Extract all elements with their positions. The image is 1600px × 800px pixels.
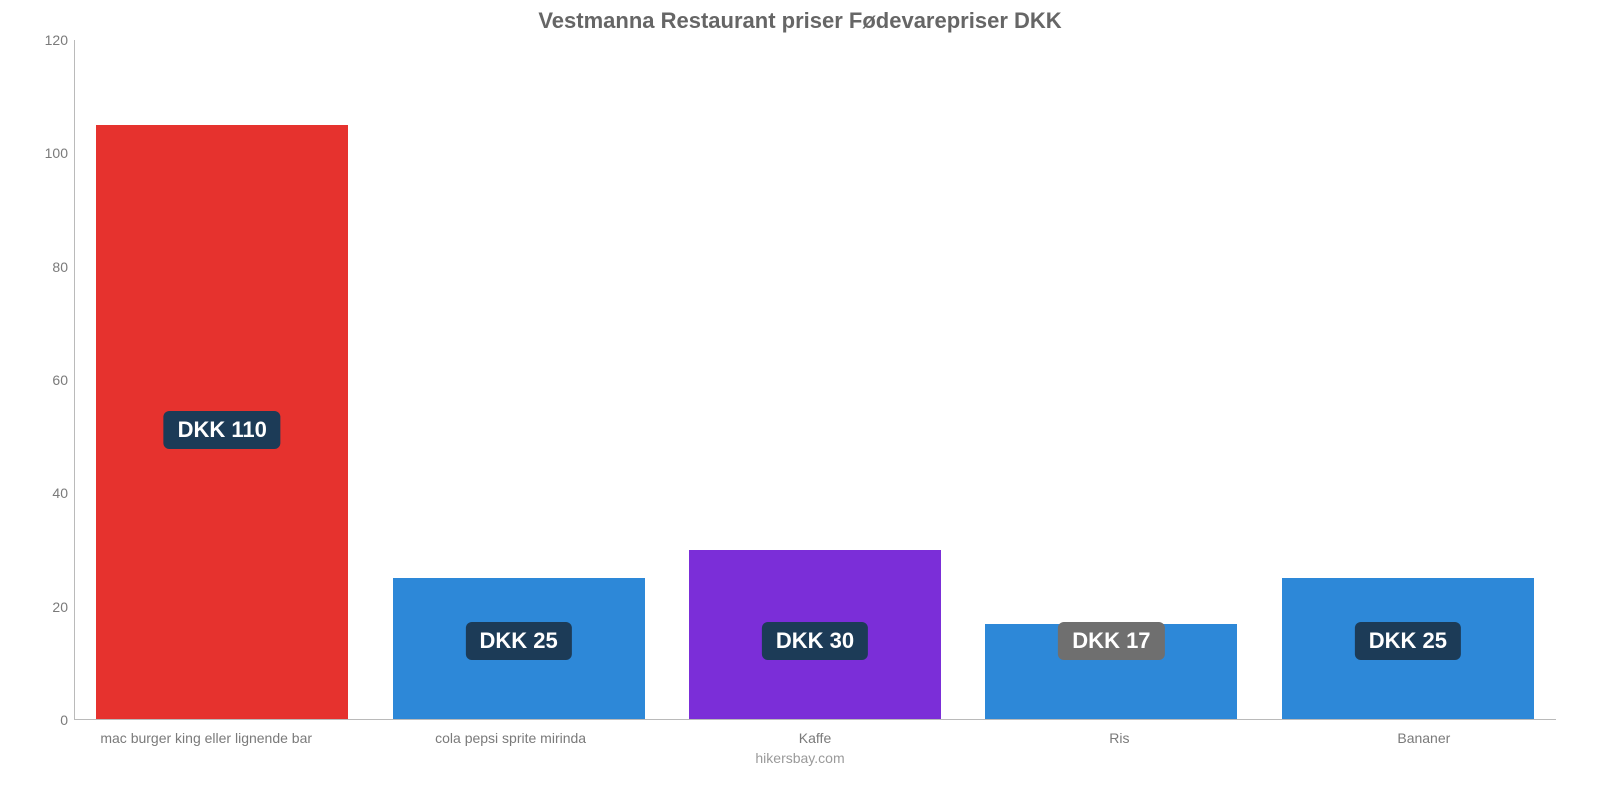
y-tick-label: 120 xyxy=(45,32,68,48)
plot-area: 020406080100120 DKK 110DKK 25DKK 30DKK 1… xyxy=(74,40,1556,720)
bar-value-label: DKK 17 xyxy=(1058,622,1164,660)
bar-value-label: DKK 110 xyxy=(164,411,281,449)
bar-slot: DKK 110 xyxy=(74,40,370,720)
y-axis: 020406080100120 xyxy=(20,40,74,720)
y-tick-label: 80 xyxy=(52,259,68,275)
bar-slot: DKK 30 xyxy=(667,40,963,720)
x-tick-label: Bananer xyxy=(1272,720,1576,746)
bar-slot: DKK 17 xyxy=(963,40,1259,720)
footer-credit: hikersbay.com xyxy=(0,750,1600,766)
y-tick-label: 40 xyxy=(52,485,68,501)
y-tick-label: 60 xyxy=(52,372,68,388)
bar-slot: DKK 25 xyxy=(370,40,666,720)
bars-group: DKK 110 DKK 25 DKK 30 DKK 17 DKK 25 xyxy=(74,40,1556,720)
chart-container: Vestmanna Restaurant priser Fødevarepris… xyxy=(0,0,1600,800)
chart-title: Vestmanna Restaurant priser Fødevarepris… xyxy=(20,8,1580,34)
x-tick-label: Ris xyxy=(967,720,1271,746)
x-axis-labels: mac burger king eller lignende barcola p… xyxy=(54,720,1576,746)
x-tick-label: Kaffe xyxy=(663,720,967,746)
x-tick-label: cola pepsi sprite mirinda xyxy=(358,720,662,746)
bar-value-label: DKK 25 xyxy=(465,622,571,660)
bar-value-label: DKK 25 xyxy=(1355,622,1461,660)
bar: DKK 110 xyxy=(96,125,348,720)
bar-value-label: DKK 30 xyxy=(762,622,868,660)
bar-slot: DKK 25 xyxy=(1260,40,1556,720)
y-tick-label: 20 xyxy=(52,599,68,615)
y-tick-label: 100 xyxy=(45,145,68,161)
x-tick-label: mac burger king eller lignende bar xyxy=(54,720,358,746)
